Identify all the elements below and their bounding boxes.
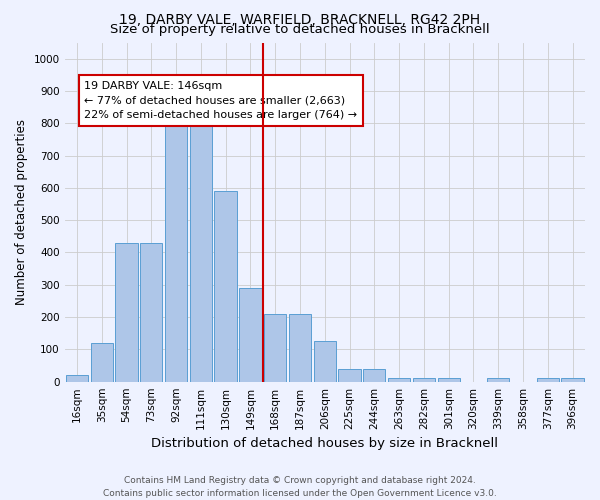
Bar: [165, 125, 187, 382]
Bar: [562, 378, 584, 382]
Bar: [289, 314, 311, 382]
Bar: [239, 288, 262, 382]
Bar: [536, 378, 559, 382]
Bar: [314, 342, 336, 382]
Bar: [190, 122, 212, 382]
Bar: [413, 378, 435, 382]
Text: 19, DARBY VALE, WARFIELD, BRACKNELL, RG42 2PH: 19, DARBY VALE, WARFIELD, BRACKNELL, RG4…: [119, 12, 481, 26]
Bar: [338, 369, 361, 382]
X-axis label: Distribution of detached houses by size in Bracknell: Distribution of detached houses by size …: [151, 437, 498, 450]
Bar: [487, 378, 509, 382]
Text: Size of property relative to detached houses in Bracknell: Size of property relative to detached ho…: [110, 22, 490, 36]
Bar: [66, 375, 88, 382]
Y-axis label: Number of detached properties: Number of detached properties: [15, 119, 28, 305]
Bar: [214, 191, 237, 382]
Text: 19 DARBY VALE: 146sqm
← 77% of detached houses are smaller (2,663)
22% of semi-d: 19 DARBY VALE: 146sqm ← 77% of detached …: [85, 81, 358, 120]
Bar: [437, 378, 460, 382]
Text: Contains HM Land Registry data © Crown copyright and database right 2024.
Contai: Contains HM Land Registry data © Crown c…: [103, 476, 497, 498]
Bar: [140, 243, 163, 382]
Bar: [115, 243, 137, 382]
Bar: [388, 378, 410, 382]
Bar: [264, 314, 286, 382]
Bar: [91, 343, 113, 382]
Bar: [363, 369, 385, 382]
